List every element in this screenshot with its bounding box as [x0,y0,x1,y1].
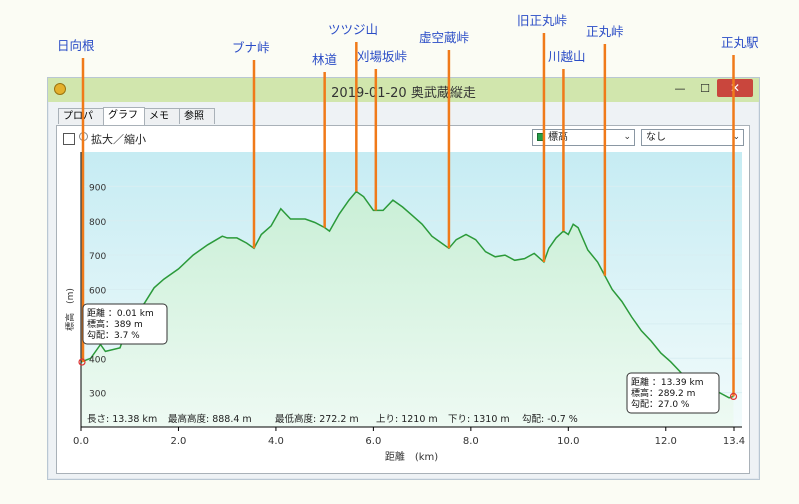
annotation-label: 刈場坂峠 [357,49,407,64]
start-tooltip-text: 標高：389 m [87,318,143,330]
series-select-value: 標高 [548,132,568,143]
zoom-label: 拡大／縮小 [91,133,146,146]
annotation-label: 川越山 [548,49,586,64]
chevron-down-icon: ⌄ [732,132,740,142]
annotation-label: ブナ峠 [232,40,270,55]
title-bar[interactable]: 2019-01-20 奥武蔵縦走 — ☐ ✕ [48,78,759,102]
close-button[interactable]: ✕ [717,79,753,97]
x-tick-label: 4.0 [268,436,284,447]
elevation-line [80,190,734,399]
tab-reference[interactable]: 参照 [179,108,215,124]
end-tooltip-text: 標高：289.2 m [631,387,695,399]
secondary-select-value: なし [646,132,666,143]
x-tick-label: 12.0 [655,436,677,447]
end-tooltip-text: 勾配：27.0 % [631,398,690,410]
maximize-button[interactable]: ☐ [700,82,710,95]
y-tick-label: 900 [89,183,106,193]
start-tooltip-text: 距離 ：0.01 km [87,307,154,319]
annotation-label: 虚空蔵峠 [419,30,469,45]
start-marker [78,358,86,366]
end-marker [729,392,738,401]
stat-up: 上り: 1210 m [376,414,438,425]
start-tooltip-box [82,303,168,345]
x-tick-label: 2.0 [171,436,187,447]
end-tooltip-text: 距離 ：13.39 km [631,376,703,388]
y-tick-label: 400 [89,355,106,365]
secondary-select[interactable]: なし ⌄ [641,129,744,146]
y-tick-label: 800 [89,218,106,228]
x-tick-label: 8.0 [463,436,479,447]
series-select[interactable]: 標高 ⌄ [532,129,635,146]
stat-max: 最高高度: 888.4 m [168,413,252,425]
annotation-label: 正丸峠 [586,24,624,39]
elevation-area [81,191,734,427]
x-tick-label: 6.0 [365,436,381,447]
y-axis-label: 標高 (m) [64,288,76,331]
x-tick-label: 10.0 [557,436,579,447]
annotation-label: 日向根 [57,38,95,53]
stat-min: 最低高度: 272.2 m [275,413,359,425]
annotation-label: ツツジ山 [328,22,378,37]
minimize-button[interactable]: — [674,82,686,95]
annotation-label: 正丸駅 [721,35,759,50]
end-tooltip-box [626,372,720,414]
annotation-label: 林道 [312,52,338,67]
y-tick-label: 700 [89,252,106,262]
start-tooltip-text: 勾配：3.7 % [87,329,140,341]
app-icon[interactable] [54,83,66,95]
annotation-label: 旧正丸峠 [517,13,567,28]
x-tick-label: 13.4 [723,436,745,447]
x-axis-label: 距離 (km) [385,450,438,463]
stat-length: 長さ: 13.38 km [87,414,157,425]
stat-grade: 勾配: -0.7 % [522,413,578,425]
y-tick-label: 600 [89,287,106,297]
window-title: 2019-01-20 奥武蔵縦走 [331,86,476,101]
chevron-down-icon: ⌄ [623,132,631,142]
stat-down: 下り: 1310 m [448,414,510,425]
zoom-checkbox[interactable] [63,133,75,145]
x-tick-label: 0.0 [73,436,89,447]
y-tick-label: 300 [89,390,106,400]
